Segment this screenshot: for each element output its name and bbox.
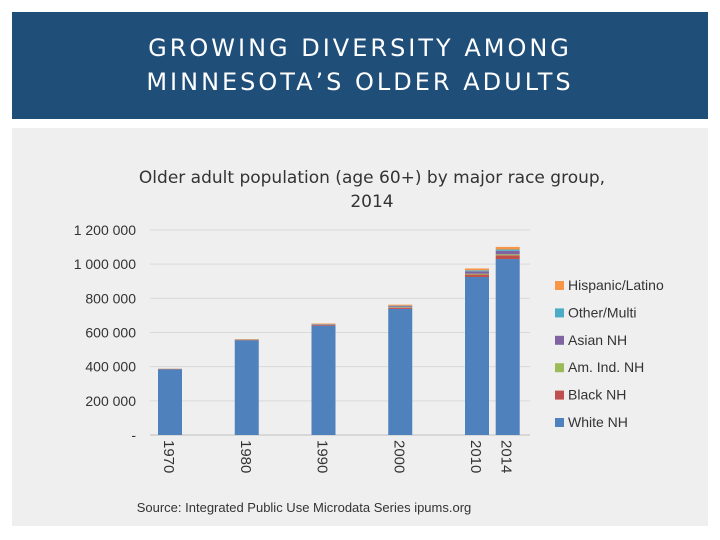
x-tick-label: 2010	[467, 440, 484, 473]
y-tick-label: 800 000	[85, 290, 136, 306]
bar-segment-am-ind-nh-2014	[495, 254, 520, 256]
legend-label-am-ind-nh: Am. Ind. NH	[568, 359, 644, 375]
bar-segment-other-multi-2014	[495, 249, 520, 251]
chart-title-line-1: Older adult population (age 60+) by majo…	[139, 168, 605, 188]
bar-segment-am-ind-nh-2000	[388, 307, 413, 308]
y-tick-label: 600 000	[85, 325, 136, 341]
slide-header: GROWING DIVERSITY AMONG MINNESOTA’S OLDE…	[12, 12, 708, 119]
bar-segment-hispanic-latino-1990	[311, 323, 336, 325]
legend-swatch-asian-nh	[555, 335, 564, 345]
bar-segment-asian-nh-2014	[495, 250, 520, 255]
x-tick-label: 2014	[498, 440, 515, 473]
bar-segment-asian-nh-2000	[388, 306, 413, 308]
bar-segment-white-nh-2010	[465, 276, 489, 435]
y-tick-label: 1 200 000	[74, 222, 136, 238]
x-tick-label: 1970	[160, 440, 177, 473]
legend-label-other-multi: Other/Multi	[568, 304, 636, 320]
bar-segment-black-nh-2010	[465, 274, 489, 277]
legend-swatch-hispanic-latino	[555, 281, 564, 290]
bar-segment-other-multi-2000	[388, 305, 413, 307]
x-tick-label: 1990	[314, 440, 331, 473]
chart-title-line-2: 2014	[350, 192, 393, 212]
chart-panel	[12, 128, 708, 526]
legend-swatch-am-ind-nh	[555, 363, 564, 373]
chart-title: Older adult population (age 60+) by majo…	[139, 168, 605, 212]
y-tick-label: 1 000 000	[74, 256, 136, 272]
legend-label-asian-nh: Asian NH	[568, 332, 627, 348]
slide-title: GROWING DIVERSITY AMONG MINNESOTA’S OLDE…	[12, 31, 708, 99]
y-tick-label: 200 000	[85, 393, 136, 409]
source-note: Source: Integrated Public Use Microdata …	[137, 500, 472, 515]
bar-segment-am-ind-nh-2010	[465, 273, 489, 275]
bar-segment-white-nh-1970	[158, 369, 182, 435]
slide-title-line-1: GROWING DIVERSITY AMONG	[148, 34, 572, 62]
bar-segment-white-nh-1990	[311, 325, 336, 435]
x-tick-label: 1980	[237, 440, 254, 473]
bar-segment-hispanic-latino-2014	[495, 246, 520, 250]
bar-segment-hispanic-latino-2010	[465, 268, 489, 271]
y-tick-label: -	[131, 427, 136, 443]
bar-segment-black-nh-1990	[311, 324, 336, 326]
legend-swatch-white-nh	[555, 418, 564, 427]
legend-swatch-other-multi	[555, 308, 564, 318]
legend-label-white-nh: White NH	[568, 414, 628, 430]
legend-label-hispanic-latino: Hispanic/Latino	[568, 277, 664, 293]
bar-segment-other-multi-2010	[465, 270, 489, 272]
bar-segment-white-nh-2014	[495, 259, 520, 435]
x-tick-label: 2000	[390, 440, 407, 473]
bar-segment-black-nh-2014	[495, 255, 520, 260]
legend-swatch-black-nh	[555, 390, 564, 400]
bar-segment-white-nh-2000	[388, 308, 413, 435]
y-tick-label: 400 000	[85, 359, 136, 375]
slide-title-line-2: MINNESOTA’S OLDER ADULTS	[146, 68, 574, 96]
bar-segment-hispanic-latino-2000	[388, 304, 413, 306]
bar-segment-white-nh-1980	[234, 340, 259, 435]
bar-segment-asian-nh-2010	[465, 271, 489, 274]
bar-segment-black-nh-2000	[388, 307, 413, 309]
legend-label-black-nh: Black NH	[568, 387, 626, 403]
bar-segment-asian-nh-1990	[311, 324, 336, 325]
